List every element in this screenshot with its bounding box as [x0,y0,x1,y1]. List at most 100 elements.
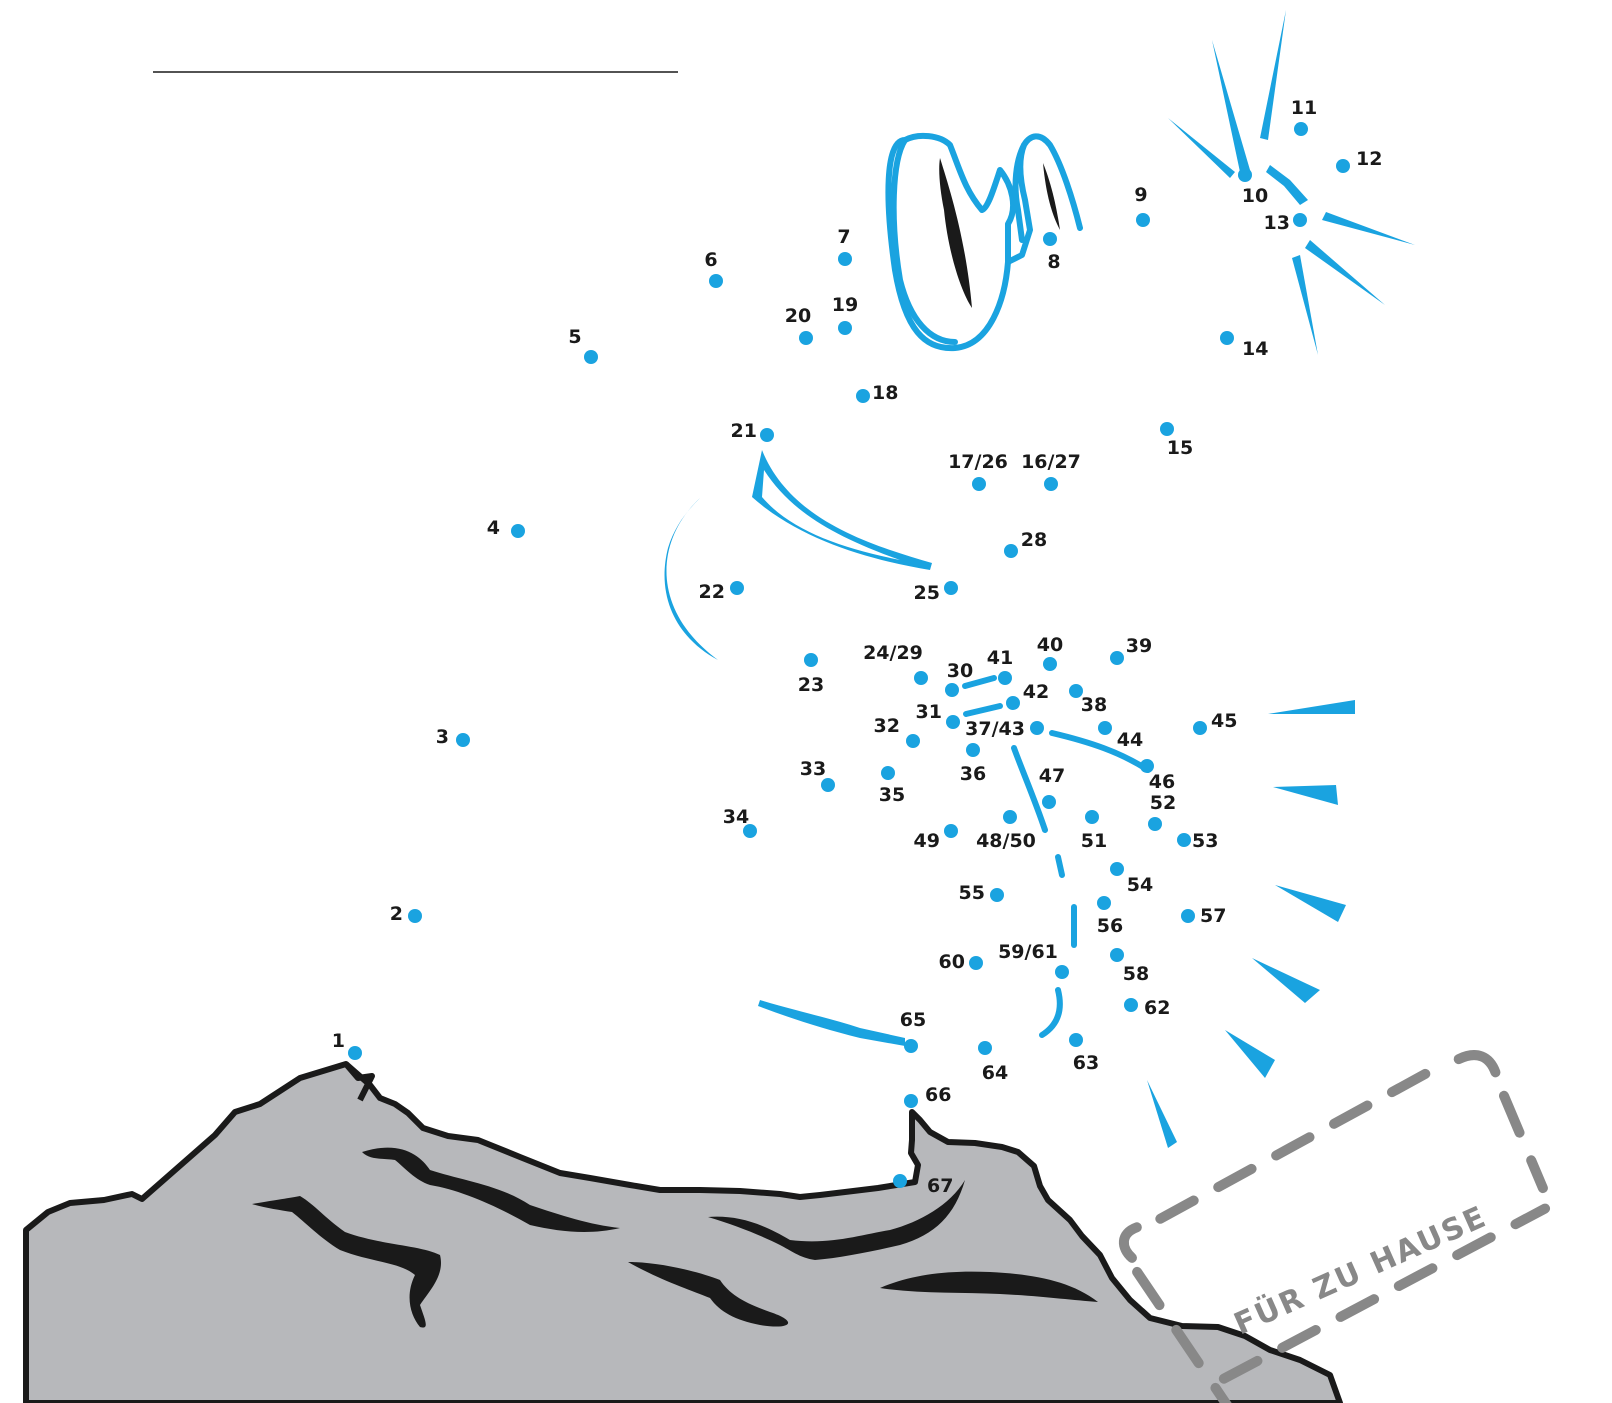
dot-label: 16/27 [1021,451,1081,473]
dot-10[interactable] [1238,168,1252,182]
dot-13[interactable] [1293,213,1307,227]
dot-55[interactable] [990,888,1004,902]
rock-crevice [708,1180,965,1260]
dot-47[interactable] [1042,795,1056,809]
dot-31[interactable] [946,715,960,729]
dot-63[interactable] [1069,1033,1083,1047]
dot-65[interactable] [904,1039,918,1053]
dot-49[interactable] [944,824,958,838]
dot-label: 24/29 [863,642,923,664]
dot-22[interactable] [730,581,744,595]
dot-label: 5 [568,326,581,348]
dot-label: 36 [960,763,986,785]
dot-label: 49 [914,830,940,852]
dot-16-27[interactable] [1044,477,1058,491]
dot-label: 17/26 [948,451,1008,473]
dot-12[interactable] [1336,159,1350,173]
dot-label: 44 [1117,729,1143,751]
dot-28[interactable] [1004,544,1018,558]
dot-label: 65 [900,1009,926,1031]
dot-32[interactable] [906,734,920,748]
dot-15[interactable] [1160,422,1174,436]
dot-label: 20 [785,305,811,327]
dot-36[interactable] [966,743,980,757]
dot-label: 47 [1039,765,1065,787]
dot-7[interactable] [838,252,852,266]
dot-label: 41 [987,647,1013,669]
dot-label: 55 [959,882,985,904]
dot-label: 64 [982,1062,1008,1084]
dot-18[interactable] [856,389,870,403]
dot-label: 38 [1081,694,1107,716]
rock-crevice [880,1271,1098,1302]
dot-51[interactable] [1085,810,1099,824]
dot-54[interactable] [1110,862,1124,876]
dot-66[interactable] [904,1094,918,1108]
dot-20[interactable] [799,331,813,345]
dot-37-43[interactable] [1030,721,1044,735]
dot-label: 34 [723,806,749,828]
dot-11[interactable] [1294,122,1308,136]
dot-label: 22 [699,581,725,603]
dot-label: 15 [1167,437,1193,459]
rock-notch [343,1062,375,1102]
dot-52[interactable] [1148,817,1162,831]
dot-6[interactable] [709,274,723,288]
binoculars-outline [885,132,1083,352]
dot-44[interactable] [1098,721,1112,735]
rock-crevice [362,1147,620,1232]
dot-14[interactable] [1220,331,1234,345]
dot-42[interactable] [1006,696,1020,710]
dot-67[interactable] [893,1174,907,1188]
dot-1[interactable] [348,1046,362,1060]
dot-17-26[interactable] [972,477,986,491]
dot-label: 67 [927,1175,953,1197]
dot-label: 21 [731,420,757,442]
dot-59-61[interactable] [1055,965,1069,979]
dot-8[interactable] [1043,232,1057,246]
dot-2[interactable] [408,909,422,923]
dot-62[interactable] [1124,998,1138,1012]
dot-33[interactable] [821,778,835,792]
dot-9[interactable] [1136,213,1150,227]
dot-3[interactable] [456,733,470,747]
dot-64[interactable] [978,1041,992,1055]
dot-25[interactable] [944,581,958,595]
dot-label: 48/50 [976,830,1036,852]
dot-58[interactable] [1110,948,1124,962]
dot-57[interactable] [1181,909,1195,923]
dot-34[interactable] [743,824,757,838]
dot-48-50[interactable] [1003,810,1017,824]
dot-4[interactable] [511,524,525,538]
dot-41[interactable] [998,671,1012,685]
dot-label: 28 [1021,529,1047,551]
dot-label: 12 [1356,148,1382,170]
dot-56[interactable] [1097,896,1111,910]
dot-45[interactable] [1193,721,1207,735]
dot-24-29[interactable] [914,671,928,685]
dot-label: 66 [925,1084,951,1106]
dot-38[interactable] [1069,684,1083,698]
dot-21[interactable] [760,428,774,442]
dot-label: 63 [1073,1052,1099,1074]
dot-label: 54 [1127,874,1153,896]
dot-label: 6 [704,249,717,271]
dot-40[interactable] [1043,657,1057,671]
dot-53[interactable] [1177,833,1191,847]
dot-46[interactable] [1140,759,1154,773]
dot-30[interactable] [945,683,959,697]
dot-label: 35 [879,784,905,806]
dot-label: 53 [1192,830,1218,852]
dot-60[interactable] [969,956,983,970]
dot-23[interactable] [804,653,818,667]
dot-19[interactable] [838,321,852,335]
sparkle-lines [1168,10,1415,355]
figure-dash-lines [962,675,1151,1038]
dot-label: 46 [1149,771,1175,793]
rock-crevice [628,1262,789,1327]
dot-label: 1 [332,1030,345,1052]
dot-5[interactable] [584,350,598,364]
dot-35[interactable] [881,766,895,780]
dot-39[interactable] [1110,651,1124,665]
